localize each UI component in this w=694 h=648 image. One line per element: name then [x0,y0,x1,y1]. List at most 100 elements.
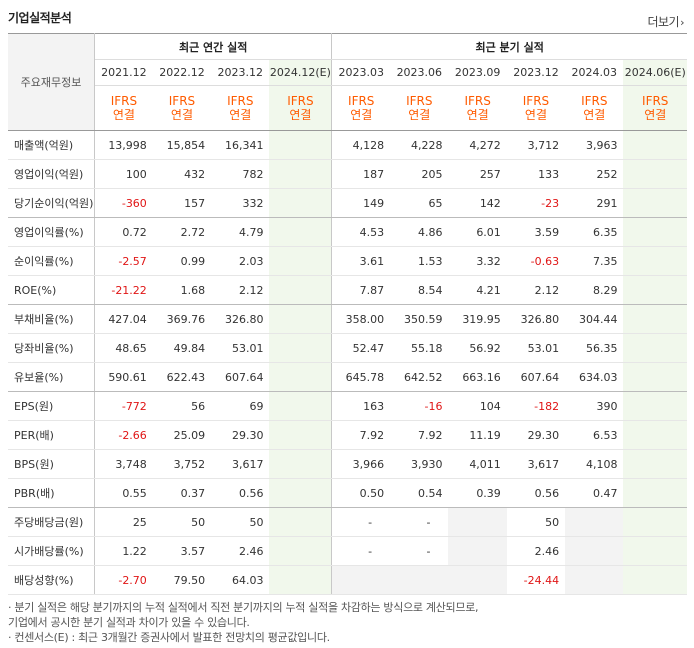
more-label: 더보기 [647,15,680,29]
cell-value: 0.56 [211,478,270,508]
cell-value: 1.22 [94,536,153,566]
cell-value: -2.66 [94,420,153,450]
standard-ifrs: IFRS [581,94,608,108]
footnote-line: · 분기 실적은 해당 분기까지의 누적 실적에서 직전 분기까지의 누적 실적… [8,601,479,614]
cell-value [269,304,333,334]
standard-header: IFRS 연결 [448,85,507,131]
row-label: 당기순이익(억원) [8,188,95,218]
cell-value: 55.18 [390,333,449,363]
period-header: 2024.06(E) [623,59,687,86]
cell-value [623,507,687,537]
cell-value [623,246,687,276]
cell-value: 25.09 [152,420,212,450]
cell-value: 390 [565,391,624,421]
cell-value [269,449,333,479]
standard-ifrs: IFRS [110,94,138,108]
cell-value: 79.50 [152,565,212,595]
cell-value: 3,748 [94,449,153,479]
cell-value: 3.32 [448,246,507,276]
cell-value [623,217,687,247]
standard-consolidated: 연결 [112,108,135,122]
cell-value: 50 [211,507,270,537]
period-header: 2024.12(E) [269,59,333,86]
chevron-right-icon: › [680,16,684,29]
cell-value [623,391,687,421]
cell-value [269,478,333,508]
period-header: 2023.06 [390,59,449,86]
table-row: 부채비율(%) 427.04 369.76 326.80 358.00 350.59 319… [8,304,687,334]
cell-value: -182 [506,391,566,421]
cell-value: -772 [94,391,153,421]
row-label: 주당배당금(원) [8,507,95,537]
table-row: EPS(원) -772 56 69 163 -16 104 -182 390 [8,391,687,421]
row-label: 유보율(%) [8,362,95,392]
cell-value [623,304,687,334]
cell-value: 52.47 [331,333,391,363]
cell-value: 69 [211,391,270,421]
cell-value: 2.46 [211,536,270,566]
cell-value [623,478,687,508]
cell-value [623,130,687,160]
cell-value: 2.12 [506,275,566,305]
cell-value [269,507,333,537]
cell-value: 8.29 [565,275,624,305]
row-label: 영업이익률(%) [8,217,95,247]
cell-value: 4,228 [390,130,449,160]
cell-value: 291 [565,188,624,218]
cell-value: 48.65 [94,333,153,363]
cell-value [269,246,333,276]
cell-value [623,333,687,363]
standard-ifrs: IFRS [168,94,196,108]
standard-header: IFRS 연결 [506,85,566,131]
row-label: 당좌비율(%) [8,333,95,363]
cell-value [269,420,333,450]
cell-value: 782 [211,159,270,189]
cell-value: 2.46 [506,536,566,566]
table-row: BPS(원) 3,748 3,752 3,617 3,966 3,930 4,011 3,61… [8,449,687,479]
period-header-row: 2021.12 2022.12 2023.12 2024.12(E) 2023.03 20… [8,59,687,86]
cell-value [269,275,333,305]
cell-value: 2.03 [211,246,270,276]
cell-value: 3,617 [506,449,566,479]
cell-value: 332 [211,188,270,218]
cell-value: 319.95 [448,304,507,334]
standard-header: IFRS 연결 [94,85,153,131]
cell-value: 7.87 [331,275,391,305]
table-row: 유보율(%) 590.61 622.43 607.64 645.78 642.52 663.… [8,362,687,392]
cell-value [623,565,687,595]
row-label: BPS(원) [8,449,95,479]
cell-value: 50 [152,507,212,537]
cell-value: 3,930 [390,449,449,479]
cell-value [331,565,391,595]
cell-value [623,420,687,450]
table-row: ROE(%) -21.22 1.68 2.12 7.87 8.54 4.21 2.12 8.29 [8,275,687,305]
table-row: 주당배당금(원) 25 50 50- -50 [8,507,687,537]
standard-ifrs: IFRS [287,94,314,108]
standard-ifrs: IFRS [522,94,550,108]
cell-value: 4,011 [448,449,507,479]
cell-value [565,507,624,537]
standard-ifrs: IFRS [464,94,491,108]
cell-value: 0.55 [94,478,153,508]
cell-value [623,449,687,479]
footnotes: · 분기 실적은 해당 분기까지의 누적 실적에서 직전 분기까지의 누적 실적… [8,600,688,645]
cell-value: 252 [565,159,624,189]
table-row: 영업이익(억원) 100 432 782 187 205 257 133 252 [8,159,687,189]
cell-value [269,159,333,189]
row-label: 부채비율(%) [8,304,95,334]
cell-value: 2.72 [152,217,212,247]
cell-value [448,536,507,566]
standard-header-row: IFRS 연결 IFRS 연결 IFRS 연결 IFRS 연결 IFRS 연결 IFRS 연결 IFRS… [8,85,687,131]
cell-value: -21.22 [94,275,153,305]
cell-value: 64.03 [211,565,270,595]
cell-value: 607.64 [211,362,270,392]
cell-value: 326.80 [506,304,566,334]
cell-value: 8.54 [390,275,449,305]
cell-value [565,536,624,566]
row-label: 영업이익(억원) [8,159,95,189]
cell-value: 590.61 [94,362,153,392]
cell-value: 3,963 [565,130,624,160]
cell-value [623,188,687,218]
more-link[interactable]: 더보기› [647,13,684,30]
